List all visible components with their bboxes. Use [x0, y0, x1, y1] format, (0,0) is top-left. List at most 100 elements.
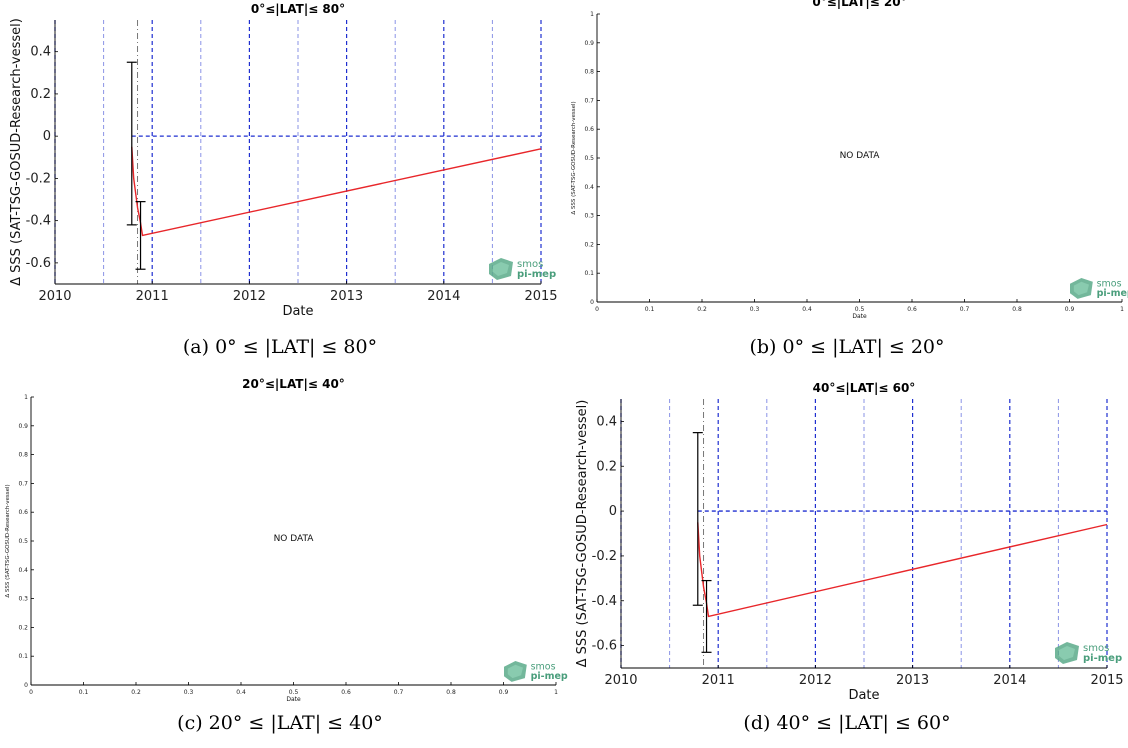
panel-b: 0°≤|LAT|≤ 20° 0 0.1 0.2 0.3 0.4 0.5 0.6 0.7 0.8 0.… — [566, 0, 1128, 330]
logo-text-pimep: pi-mep — [1097, 288, 1128, 299]
y-tick-label: 0.7 — [584, 97, 594, 104]
y-tick-label: 1 — [24, 394, 28, 401]
x-tick-label: 2015 — [1090, 673, 1123, 688]
y-tick-label: 1 — [590, 11, 594, 18]
x-tick-label: 2010 — [38, 289, 71, 304]
series-line — [131, 146, 542, 237]
logo-text-smos: smos — [1083, 643, 1109, 654]
y-tick-label: 0.2 — [596, 459, 617, 474]
y-tick-label: -0.4 — [592, 594, 617, 609]
x-tick-label: 0.9 — [1065, 306, 1075, 313]
x-tick-label: 1 — [1120, 306, 1124, 313]
y-tick-label: 0.3 — [584, 213, 594, 220]
caption-a: (a) 0° ≤ |LAT| ≤ 80° — [182, 336, 378, 358]
x-axis-label: Date — [286, 696, 301, 703]
x-tick-label: 2012 — [233, 289, 266, 304]
y-tick-label: 0.2 — [584, 241, 594, 248]
x-tick-label: 0.8 — [446, 689, 456, 696]
series-line — [697, 522, 1108, 618]
y-tick-label: 0.9 — [584, 40, 594, 47]
x-tick-label: 2015 — [524, 289, 557, 304]
y-tick-label: 0.7 — [18, 480, 28, 487]
y-tick-label: 0.2 — [18, 624, 28, 631]
y-tick-label: 0.5 — [584, 155, 594, 162]
y-tick-label: 0.2 — [30, 87, 51, 102]
y-tick-label: 0.3 — [18, 596, 28, 603]
y-tick-label: 0.9 — [18, 423, 28, 430]
x-tick-label: 0.6 — [907, 306, 917, 313]
y-tick-label: 0.4 — [18, 567, 28, 574]
logo-inner-icon — [493, 262, 509, 276]
x-tick-label: 0.3 — [184, 689, 194, 696]
logo-text-pimep: pi-mep — [1083, 653, 1122, 664]
x-tick-label: 0 — [29, 689, 33, 696]
y-tick-label: 0.1 — [584, 270, 594, 277]
no-data-label: NO DATA — [840, 151, 881, 161]
no-data-label: NO DATA — [274, 534, 315, 544]
y-tick-label: 0.8 — [584, 69, 594, 76]
x-tick-label: 0.1 — [79, 689, 89, 696]
chart-c: 20°≤|LAT|≤ 40° 0 0.1 0.2 0.3 0.4 0.5 0.6 0.7 0.8 0… — [5, 377, 568, 703]
logo-text-pimep: pi-mep — [517, 269, 556, 280]
chart-title: 0°≤|LAT|≤ 80° — [251, 2, 345, 16]
caption-b: (b) 0° ≤ |LAT| ≤ 20° — [749, 336, 945, 358]
x-tick-label: 0.8 — [1012, 306, 1022, 313]
y-tick-label: -0.4 — [26, 214, 51, 229]
x-tick-label: 0.3 — [750, 306, 760, 313]
logo-inner-icon — [1059, 646, 1075, 660]
chart-title: 40°≤|LAT|≤ 60° — [813, 381, 916, 395]
x-tick-label: 0 — [595, 306, 599, 313]
x-tick-label: 2014 — [993, 673, 1026, 688]
x-tick-label: 0.9 — [499, 689, 509, 696]
y-tick-label: -0.6 — [592, 639, 617, 654]
x-tick-label: 0.6 — [341, 689, 351, 696]
chart-title: 0°≤|LAT|≤ 20° — [812, 0, 906, 9]
y-tick-label: -0.6 — [26, 256, 51, 271]
x-axis-label: Date — [282, 304, 313, 319]
logo-text-smos: smos — [1097, 279, 1122, 290]
x-tick-label: 0.7 — [394, 689, 404, 696]
chart-b: 0°≤|LAT|≤ 20° 0 0.1 0.2 0.3 0.4 0.5 0.6 0.7 0.8 0.… — [571, 0, 1128, 320]
logo-text-smos: smos — [517, 259, 543, 270]
y-axis-label: Δ SSS (SAT-TSG-GOSUD-Research-vessel) — [9, 18, 24, 286]
caption-c: (c) 20° ≤ |LAT| ≤ 40° — [177, 712, 383, 734]
chart-a: 0°≤|LAT|≤ 80° 2010 2011 2012 2013 2014 2015 -0.… — [9, 2, 558, 319]
chart-d: 40°≤|LAT|≤ 60° 2010 2011 2012 2013 2014 2015 -0… — [575, 381, 1124, 703]
y-tick-label: 0 — [24, 682, 28, 689]
y-tick-label: 0 — [609, 504, 617, 519]
y-tick-label: -0.2 — [26, 171, 51, 186]
y-axis-label: Δ SSS (SAT-TSG-GOSUD-Research-vessel) — [5, 484, 11, 597]
logo-text-pimep: pi-mep — [531, 671, 568, 682]
chart-title: 20°≤|LAT|≤ 40° — [242, 377, 345, 391]
x-tick-label: 0.7 — [960, 306, 970, 313]
x-axis-label: Date — [852, 313, 867, 320]
y-tick-label: 0.5 — [18, 538, 28, 545]
panel-a: 0°≤|LAT|≤ 80° 2010 2011 2012 2013 2014 2015 -0.… — [0, 0, 560, 330]
x-tick-label: 2013 — [330, 289, 363, 304]
x-tick-label: 0.5 — [855, 306, 865, 313]
x-tick-label: 0.4 — [236, 689, 246, 696]
y-tick-label: 0.1 — [18, 653, 28, 660]
logo-inner-icon — [1073, 281, 1089, 296]
x-tick-label: 2011 — [136, 289, 169, 304]
x-tick-label: 0.5 — [289, 689, 299, 696]
y-tick-label: 0 — [43, 129, 51, 144]
x-tick-label: 2013 — [896, 673, 929, 688]
y-tick-label: 0.4 — [584, 184, 594, 191]
y-tick-label: 0.4 — [30, 45, 51, 60]
x-tick-label: 0.4 — [802, 306, 812, 313]
y-tick-label: 0.8 — [18, 452, 28, 459]
x-tick-label: 1 — [554, 689, 558, 696]
x-tick-label: 2014 — [427, 289, 460, 304]
x-tick-label: 2011 — [702, 673, 735, 688]
x-tick-label: 2012 — [799, 673, 832, 688]
y-tick-label: 0.6 — [18, 509, 28, 516]
panel-d: 40°≤|LAT|≤ 60° 2010 2011 2012 2013 2014 2015 -0… — [566, 374, 1126, 704]
x-tick-label: 0.1 — [645, 306, 655, 313]
y-axis-label: Δ SSS (SAT-TSG-GOSUD-Research-vessel) — [575, 400, 590, 668]
y-axis-label: Δ SSS (SAT-TSG-GOSUD-Research-vessel) — [571, 101, 577, 214]
